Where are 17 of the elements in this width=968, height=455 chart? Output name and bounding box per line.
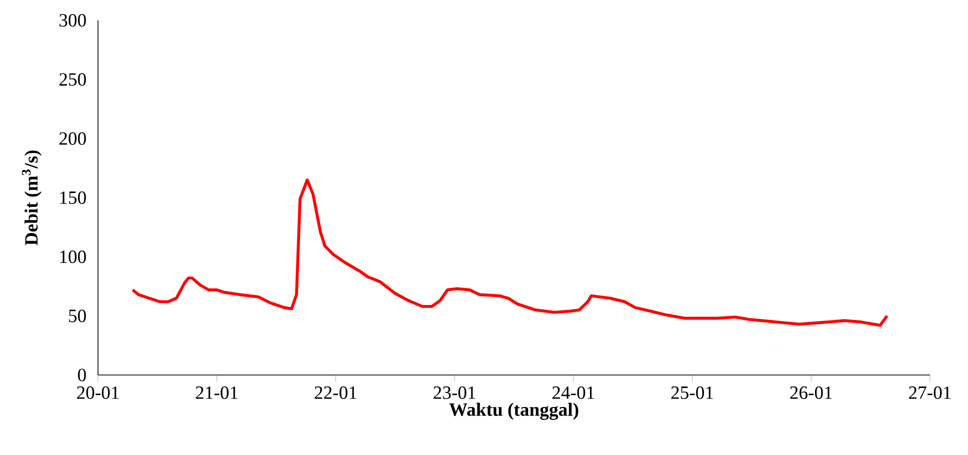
x-tick-label: 25-01 bbox=[671, 386, 713, 399]
y-tick-label: 250 bbox=[59, 73, 86, 86]
y-tick-label: 300 bbox=[60, 14, 86, 27]
y-tick-label: 100 bbox=[60, 250, 86, 264]
x-tick-label: 27-01 bbox=[909, 386, 951, 399]
y-tick-label: 50 bbox=[69, 310, 86, 322]
x-tick-label: 21-01 bbox=[196, 386, 238, 399]
y-tick-label: 200 bbox=[59, 132, 86, 145]
x-tick-label: 23-01 bbox=[434, 386, 476, 399]
x-tick-label: 26-01 bbox=[790, 386, 832, 399]
x-axis-title: Waktu (tanggal) bbox=[449, 402, 578, 420]
y-axis-title: Debit (m$^{3}$/s) bbox=[22, 150, 42, 246]
x-tick-label: 24-01 bbox=[552, 386, 594, 399]
x-tick-label: 22-01 bbox=[314, 386, 356, 399]
y-tick-label: 0 bbox=[78, 368, 86, 382]
y-tick-label: 150 bbox=[60, 191, 86, 204]
x-tick-label: 20-01 bbox=[77, 386, 119, 399]
